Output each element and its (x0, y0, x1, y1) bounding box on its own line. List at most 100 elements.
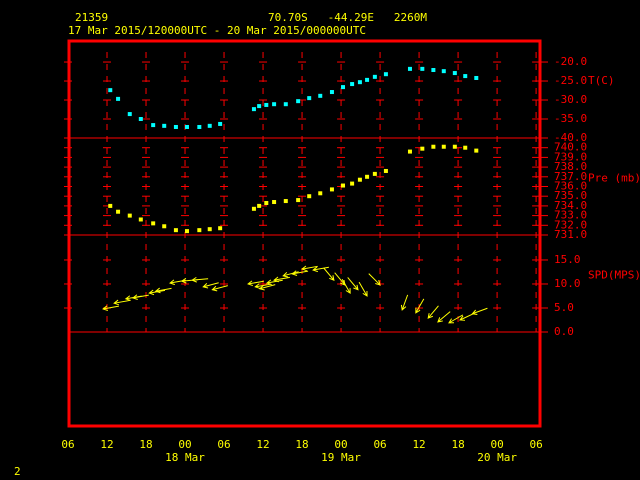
y-tick-label: 5.0 (554, 301, 574, 314)
y-tick-label: 740.0 (554, 141, 587, 154)
y-tick-label: -20.0 (554, 55, 587, 68)
data-point (452, 144, 457, 149)
data-point (383, 168, 388, 173)
y-tick-label: 10.0 (554, 277, 581, 290)
data-point (218, 226, 223, 231)
data-point (350, 82, 355, 87)
data-point (272, 102, 277, 107)
date-label: 19 Mar (321, 451, 361, 464)
wind-barb (358, 281, 368, 297)
data-point (251, 206, 256, 211)
data-point (207, 123, 212, 128)
x-tick-label: 00 (490, 438, 503, 451)
wind-barb (368, 273, 381, 286)
data-point (329, 90, 334, 95)
data-point (431, 144, 436, 149)
location: 70.70S -44.29E 2260M (268, 11, 427, 24)
wind-barb (258, 284, 276, 291)
period: 17 Mar 2015/120000UTC - 20 Mar 2015/0000… (68, 24, 366, 37)
wind-barb (459, 312, 475, 321)
date-label: 18 Mar (165, 451, 205, 464)
wind-barb (291, 270, 309, 276)
wind-barb (427, 305, 439, 319)
page-number: 2 (14, 465, 21, 478)
data-point (463, 145, 468, 150)
data-point (173, 228, 178, 233)
x-tick-label: 06 (373, 438, 386, 451)
data-point (431, 68, 436, 73)
data-point (307, 194, 312, 199)
data-point (264, 200, 269, 205)
wind-barb (415, 298, 425, 314)
wind-barb (154, 287, 172, 294)
data-point (283, 102, 288, 107)
data-point (257, 203, 262, 208)
wind-barb (312, 266, 329, 273)
data-point (372, 171, 377, 176)
y-tick-label: -25.0 (554, 74, 587, 87)
y-tick-label: 734.0 (554, 199, 587, 212)
x-tick-label: 18 (139, 438, 152, 451)
data-point (474, 148, 479, 153)
x-tick-label: 06 (61, 438, 74, 451)
wind-barb (273, 276, 290, 283)
data-point (162, 224, 167, 229)
y-tick-label: 735.0 (554, 189, 587, 202)
y-tick-label: -30.0 (554, 93, 587, 106)
wind-barb (323, 267, 335, 281)
wind-barb (341, 278, 351, 295)
y-tick-label: 731.0 (554, 228, 587, 241)
data-point (365, 77, 370, 82)
data-point (108, 88, 113, 93)
data-point (218, 121, 223, 126)
station-id: 21359 (75, 11, 108, 24)
data-point (296, 99, 301, 104)
x-tick-label: 18 (451, 438, 464, 451)
data-point (441, 144, 446, 149)
data-point (127, 112, 132, 117)
data-point (283, 199, 288, 204)
frame (67, 39, 542, 428)
data-point (197, 124, 202, 129)
data-point (357, 80, 362, 85)
data-point (138, 217, 143, 222)
y-tick-label: 736.0 (554, 180, 587, 193)
data-point (207, 227, 212, 232)
data-point (151, 123, 156, 128)
wind-barb (113, 299, 131, 306)
data-point (151, 221, 156, 226)
y-tick-label: -35.0 (554, 112, 587, 125)
data-point (329, 187, 334, 192)
y-tick-label: -40.0 (554, 131, 587, 144)
data-point (365, 174, 370, 179)
wind-barb (437, 311, 451, 323)
data-point (184, 124, 189, 129)
data-point (173, 124, 178, 129)
data-point (116, 209, 121, 214)
x-tick-label: 00 (178, 438, 191, 451)
data-point (184, 229, 189, 234)
data-point (116, 96, 121, 101)
data-point (463, 74, 468, 79)
data-point (162, 123, 167, 128)
data-point (318, 93, 323, 98)
data-point (296, 198, 301, 203)
wind-barb (301, 265, 318, 272)
data-point (383, 72, 388, 77)
date-label: 20 Mar (477, 451, 517, 464)
wind-barb (131, 294, 149, 300)
wind-barb (471, 307, 488, 315)
y-tick-label: 737.0 (554, 170, 587, 183)
data-point (307, 96, 312, 101)
y-tick-label: 739.0 (554, 150, 587, 163)
x-tick-label: 12 (100, 438, 113, 451)
x-tick-label: 12 (412, 438, 425, 451)
wind-barb (202, 282, 219, 289)
data-point (318, 191, 323, 196)
y-tick-label: 732.0 (554, 218, 587, 231)
y-tick-label: 0.0 (554, 325, 574, 338)
y-axis-label: T(C) (588, 74, 615, 87)
wind-barb (448, 314, 464, 324)
data-point (272, 200, 277, 205)
y-tick-label: 733.0 (554, 209, 587, 222)
